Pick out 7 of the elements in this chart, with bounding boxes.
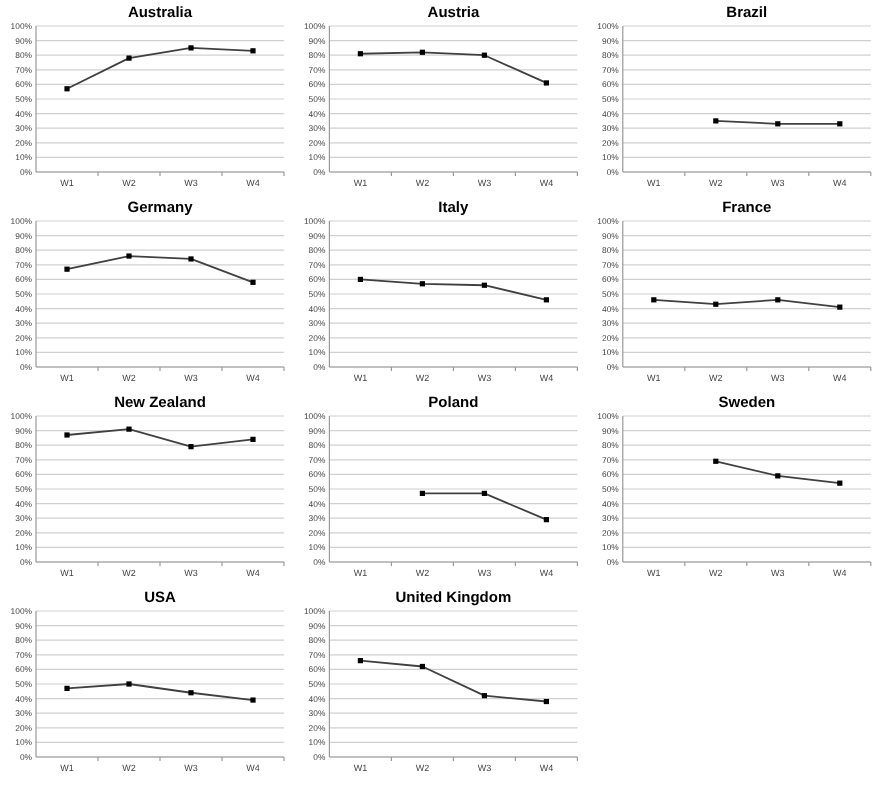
line-series [357, 658, 549, 705]
line-series [64, 426, 256, 450]
line-series [357, 49, 549, 86]
line-series [64, 681, 256, 703]
line-series [64, 45, 256, 92]
line-series [64, 253, 256, 285]
line-series [357, 276, 549, 303]
